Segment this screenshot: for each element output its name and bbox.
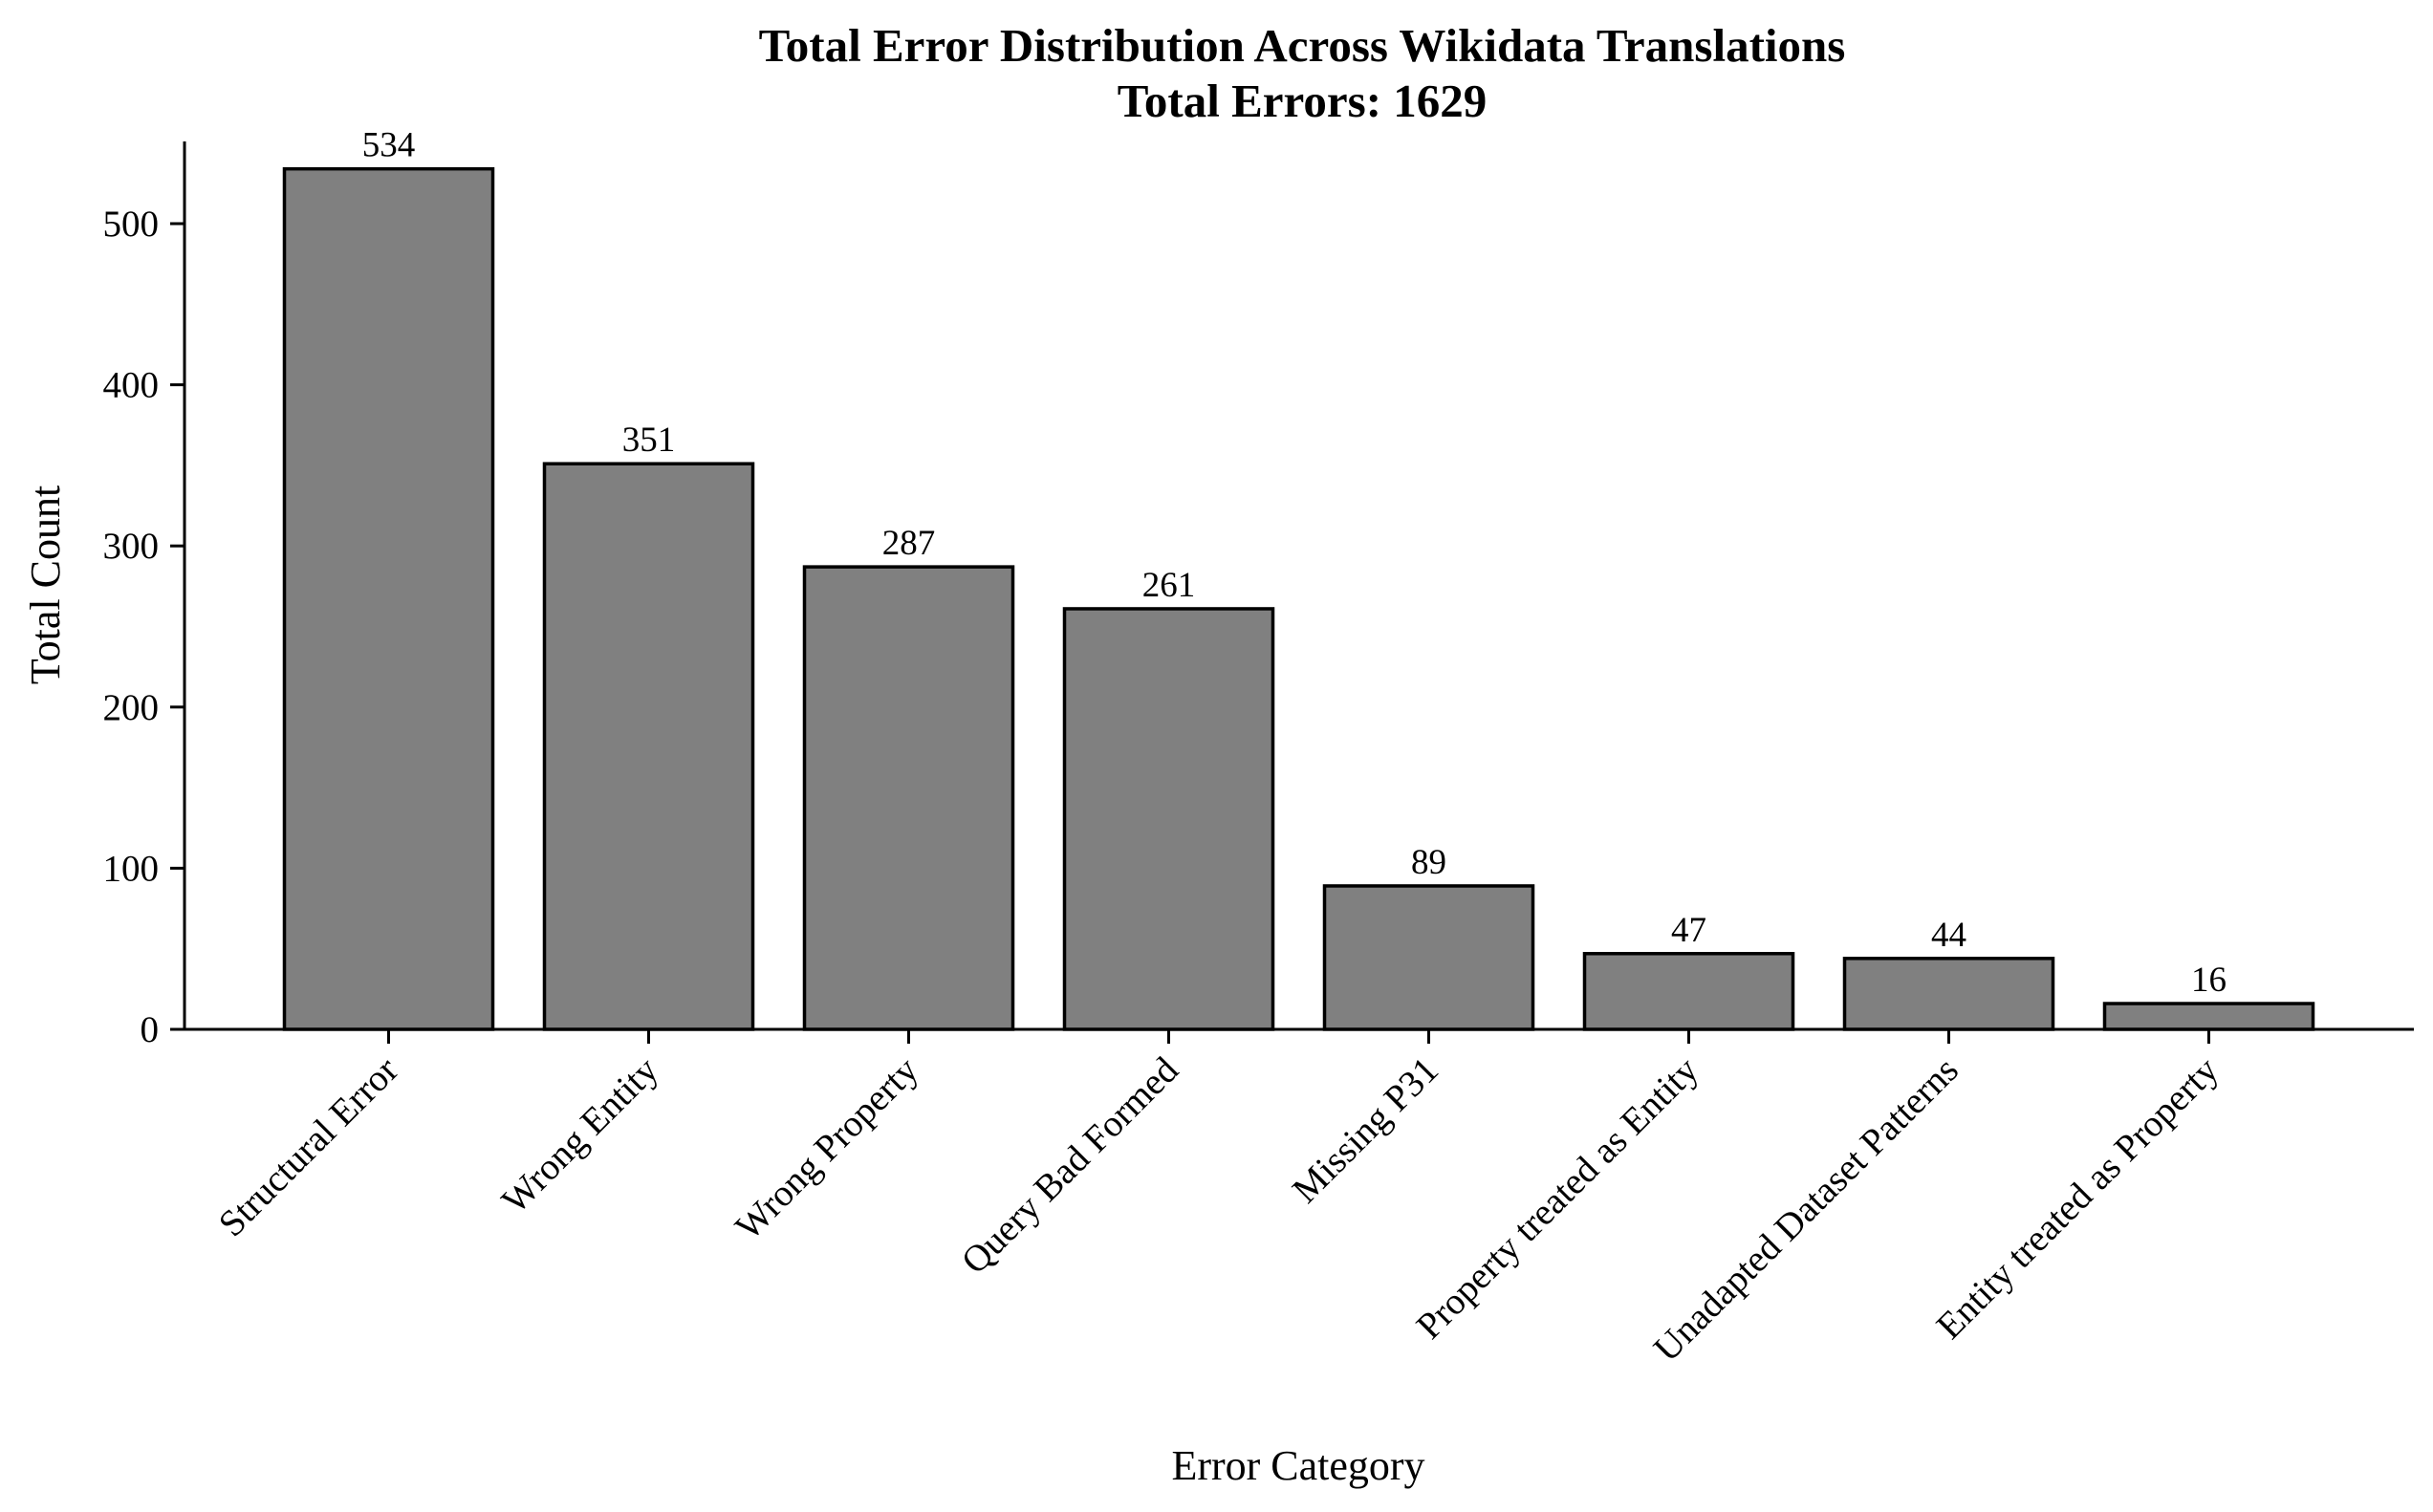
y-axis-label: Total Count <box>22 486 69 684</box>
y-tick-label: 100 <box>103 848 160 889</box>
bar <box>1582 952 1795 1031</box>
bar-value-label: 261 <box>1142 566 1196 605</box>
chart-title-group: Total Error Distribution Across Wikidata… <box>759 19 1846 127</box>
y-tick-label: 400 <box>103 365 160 406</box>
y-tick-label: 200 <box>103 687 160 728</box>
bar <box>802 565 1015 1031</box>
y-tick-label: 300 <box>103 526 160 567</box>
bar-value-label: 89 <box>1411 843 1446 882</box>
bars-group <box>282 166 2315 1031</box>
x-tick-label: Missing P31 <box>1285 1049 1446 1211</box>
bar-value-label: 351 <box>622 421 676 460</box>
x-tick-label: Entity treated as Property <box>1928 1049 2227 1348</box>
bar-value-label: 16 <box>2191 961 2227 1000</box>
bar-value-label: 47 <box>1671 911 1706 950</box>
x-tick-label: Query Bad Formed <box>954 1049 1187 1283</box>
chart-title: Total Error Distribution Across Wikidata… <box>759 19 1846 72</box>
bar <box>1322 884 1535 1031</box>
bar <box>1842 957 2055 1031</box>
x-axis-ticks: Structural Error Wrong Entity Wrong Proper… <box>211 1029 2227 1370</box>
bar-value-label: 534 <box>362 126 416 165</box>
bar-value-label: 287 <box>882 524 936 563</box>
x-tick-label: Structural Error <box>211 1049 406 1244</box>
x-tick-label: Property treated as Entity <box>1408 1049 1706 1348</box>
x-tick-label: Wrong Entity <box>494 1049 667 1222</box>
x-tick-label: Unadapted Dataset Patterns <box>1646 1049 1966 1370</box>
x-tick-label: Wrong Property <box>728 1049 926 1248</box>
y-tick-label: 500 <box>103 204 160 245</box>
chart-subtitle: Total Errors: 1629 <box>1118 75 1488 127</box>
data-labels-group: 534 351 287 261 89 47 44 16 <box>362 126 2227 1000</box>
bar <box>1062 607 1275 1031</box>
bar <box>282 166 495 1031</box>
bar <box>542 462 755 1031</box>
y-axis-ticks: 0 100 200 300 400 500 <box>103 204 185 1050</box>
y-tick-label: 0 <box>141 1009 160 1050</box>
bar <box>2102 1002 2315 1031</box>
x-axis-label: Error Category <box>1171 1442 1424 1489</box>
bar-value-label: 44 <box>1931 916 1966 955</box>
